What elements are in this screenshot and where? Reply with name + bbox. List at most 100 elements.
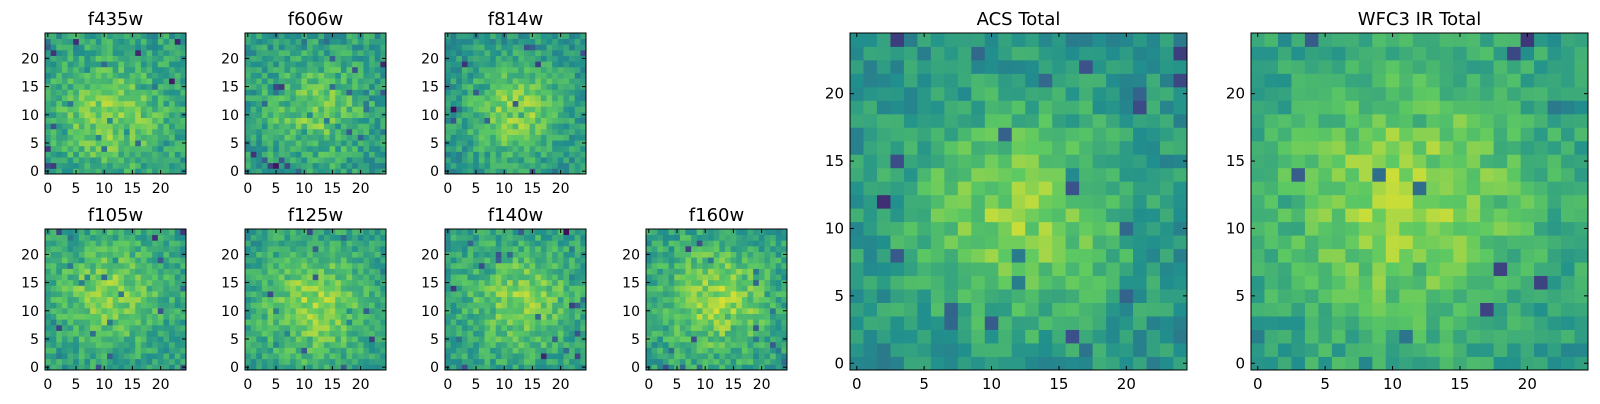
heatmap-cell bbox=[736, 252, 742, 258]
heatmap-cell bbox=[1147, 235, 1161, 249]
heatmap-cell bbox=[479, 112, 485, 118]
heatmap-cell bbox=[262, 274, 268, 280]
heatmap-cell bbox=[369, 240, 375, 246]
heatmap-cell bbox=[56, 101, 62, 107]
heatmap-cell bbox=[347, 84, 353, 90]
heatmap-cell bbox=[135, 359, 141, 365]
heatmap-cell bbox=[130, 112, 136, 118]
heatmap-cell bbox=[330, 331, 336, 337]
heatmap-cell bbox=[118, 67, 124, 73]
heatmap-cell bbox=[490, 342, 496, 348]
heatmap-cell bbox=[73, 235, 79, 241]
heatmap-cell bbox=[68, 146, 74, 152]
heatmap-cell bbox=[944, 262, 958, 276]
heatmap-cell bbox=[301, 39, 307, 45]
heatmap-cell bbox=[245, 129, 251, 135]
heatmap-cell bbox=[363, 291, 369, 297]
heatmap-cell bbox=[363, 297, 369, 303]
heatmap-cell bbox=[130, 353, 136, 359]
heatmap-cell bbox=[79, 235, 85, 241]
heatmap-cell bbox=[135, 353, 141, 359]
heatmap-cell bbox=[45, 95, 51, 101]
heatmap-cell bbox=[330, 263, 336, 269]
heatmap-cell bbox=[175, 336, 181, 342]
heatmap-cell bbox=[341, 325, 347, 331]
heatmap-cell bbox=[1133, 276, 1147, 290]
heatmap-cell bbox=[714, 280, 720, 286]
heatmap-cell bbox=[646, 319, 652, 325]
heatmap-cell bbox=[850, 316, 864, 330]
heatmap-cell bbox=[484, 157, 490, 163]
heatmap-cell bbox=[318, 67, 324, 73]
heatmap-cell bbox=[563, 67, 569, 73]
heatmap-cell bbox=[307, 106, 313, 112]
heatmap-cell bbox=[347, 123, 353, 129]
heatmap-cell bbox=[84, 56, 90, 62]
heatmap-cell bbox=[369, 235, 375, 241]
heatmap-cell bbox=[56, 314, 62, 320]
heatmap-cell bbox=[158, 163, 164, 169]
heatmap-cell bbox=[335, 56, 341, 62]
heatmap-cell bbox=[135, 263, 141, 269]
heatmap-cell bbox=[646, 342, 652, 348]
heatmap-cell bbox=[496, 331, 502, 337]
x-tick-label: 0 bbox=[243, 377, 252, 393]
heatmap-cell bbox=[462, 33, 468, 39]
heatmap-cell bbox=[652, 342, 658, 348]
heatmap-cell bbox=[569, 246, 575, 252]
heatmap-cell bbox=[380, 163, 386, 169]
heatmap-cell bbox=[307, 319, 313, 325]
heatmap-cell bbox=[904, 289, 918, 303]
heatmap-cell bbox=[245, 95, 251, 101]
heatmap-cell bbox=[445, 129, 451, 135]
heatmap-cell bbox=[558, 308, 564, 314]
heatmap-cell bbox=[147, 33, 153, 39]
heatmap-cell bbox=[1147, 316, 1161, 330]
heatmap-cell bbox=[245, 297, 251, 303]
heatmap-cell bbox=[674, 252, 680, 258]
heatmap-cell bbox=[1174, 276, 1188, 290]
heatmap-cell bbox=[719, 268, 725, 274]
heatmap-cell bbox=[296, 157, 302, 163]
heatmap-cell bbox=[380, 61, 386, 67]
heatmap-cell bbox=[456, 146, 462, 152]
heatmap-cell bbox=[73, 252, 79, 258]
heatmap-cell bbox=[490, 325, 496, 331]
heatmap-cell bbox=[702, 319, 708, 325]
heatmap-cell bbox=[45, 123, 51, 129]
heatmap-cell bbox=[107, 359, 113, 365]
heatmap-cell bbox=[135, 302, 141, 308]
heatmap-cell bbox=[462, 135, 468, 141]
heatmap-cell bbox=[569, 353, 575, 359]
heatmap-cell bbox=[680, 285, 686, 291]
heatmap-cell bbox=[296, 314, 302, 320]
heatmap-cell bbox=[759, 308, 765, 314]
heatmap-cell bbox=[513, 235, 519, 241]
heatmap-cell bbox=[764, 336, 770, 342]
heatmap-cell bbox=[130, 336, 136, 342]
heatmap-cell bbox=[451, 135, 457, 141]
heatmap-cell bbox=[462, 257, 468, 263]
heatmap-cell bbox=[158, 347, 164, 353]
heatmap-cell bbox=[652, 347, 658, 353]
heatmap-cell bbox=[697, 280, 703, 286]
heatmap-cell bbox=[748, 274, 754, 280]
heatmap-cell bbox=[251, 240, 257, 246]
heatmap-cell bbox=[363, 163, 369, 169]
heatmap-cell bbox=[84, 280, 90, 286]
heatmap-cell bbox=[748, 285, 754, 291]
heatmap-cell bbox=[79, 56, 85, 62]
heatmap-cell bbox=[62, 56, 68, 62]
heatmap-cell bbox=[56, 78, 62, 84]
heatmap-cell bbox=[352, 72, 358, 78]
heatmap-cell bbox=[158, 84, 164, 90]
heatmap-cell bbox=[484, 123, 490, 129]
heatmap-cell bbox=[530, 246, 536, 252]
heatmap-cell bbox=[96, 106, 102, 112]
heatmap-cell bbox=[753, 257, 759, 263]
heatmap-cell bbox=[473, 61, 479, 67]
heatmap-cell bbox=[917, 289, 931, 303]
heatmap-cell bbox=[56, 112, 62, 118]
heatmap-cell bbox=[118, 118, 124, 124]
heatmap-cell bbox=[68, 336, 74, 342]
